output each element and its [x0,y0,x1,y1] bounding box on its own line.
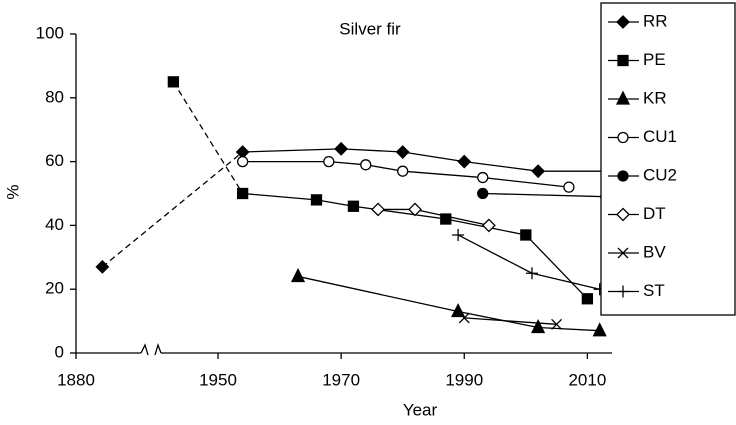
marker [525,267,538,280]
marker [440,213,452,225]
marker [167,76,180,88]
series [477,187,612,203]
marker [616,15,630,29]
marker [531,164,546,179]
axis-break [140,342,162,356]
series [371,202,496,233]
line-segment [353,205,446,220]
dashed-segment [172,81,244,194]
line-segment [402,170,483,179]
marker [395,145,410,159]
y-tick-label: 40 [45,215,64,234]
line-segment [482,192,606,198]
line-segment [316,199,354,207]
series [458,312,563,330]
line-segment [242,148,342,153]
legend-label: ST [643,281,665,300]
x-axis-label: Year [403,400,438,419]
line-segment [457,234,533,274]
y-tick-label: 0 [55,342,64,361]
marker [617,285,629,298]
marker [451,303,466,318]
legend-label: KR [643,88,667,107]
y-tick-label: 80 [45,87,64,106]
x-tick-label: 1990 [445,370,483,389]
marker [457,154,472,169]
marker [592,322,607,337]
x-tick-label: 1970 [322,370,360,389]
marker [290,267,306,283]
marker [310,194,323,206]
series [236,155,575,193]
marker [408,202,422,217]
marker [531,319,546,334]
legend-label: CU1 [643,127,677,146]
legend: RR PE KR CU1 CU2 DT BV ST [600,2,736,316]
line-segment [414,208,490,227]
marker [334,141,349,156]
marker [615,90,631,105]
marker [617,131,629,144]
chart-title: Silver fir [339,19,401,38]
marker [397,165,409,177]
x-tick-label: 1880 [57,370,95,389]
line-segment [328,160,366,166]
marker [371,202,385,217]
marker [452,228,465,241]
y-tick-label: 20 [45,279,64,298]
marker [458,312,470,324]
marker [617,170,629,182]
marker [360,159,372,171]
y-axis-label: % [3,184,22,199]
marker [347,200,360,212]
series [167,76,594,305]
marker [477,171,489,184]
marker [563,181,575,193]
marker [323,155,335,168]
series [95,141,619,274]
legend-label: PE [643,50,666,69]
line-segment [464,317,557,325]
y-tick-label: 60 [45,151,64,170]
legend-label: DT [643,204,666,223]
marker [520,229,532,241]
line-segment [365,164,403,172]
line-segment [525,234,588,300]
marker [581,293,594,305]
marker [95,259,110,274]
line-segment [531,272,600,290]
line-segment [464,160,539,172]
marker [236,187,249,200]
marker [236,155,249,168]
line-segment [341,148,403,153]
line-segment [402,151,465,163]
line-segment [457,310,539,329]
series [452,228,606,296]
line-segment [242,192,317,201]
line-segment [297,275,459,313]
x-tick-label: 2010 [568,370,606,389]
x-tick-label: 1950 [199,370,237,389]
marker [551,318,563,330]
legend-label: RR [643,11,668,30]
marker [617,54,629,67]
legend-label: BV [643,242,666,261]
line-segment [538,326,600,332]
series [290,267,607,337]
legend-box [600,2,736,316]
marker [617,247,629,259]
marker [477,187,489,200]
y-tick-label: 100 [36,23,64,42]
dashed-segment [101,151,244,268]
legend-label: CU2 [643,165,677,184]
marker [616,207,630,222]
line-segment [482,176,569,188]
marker [481,218,496,233]
